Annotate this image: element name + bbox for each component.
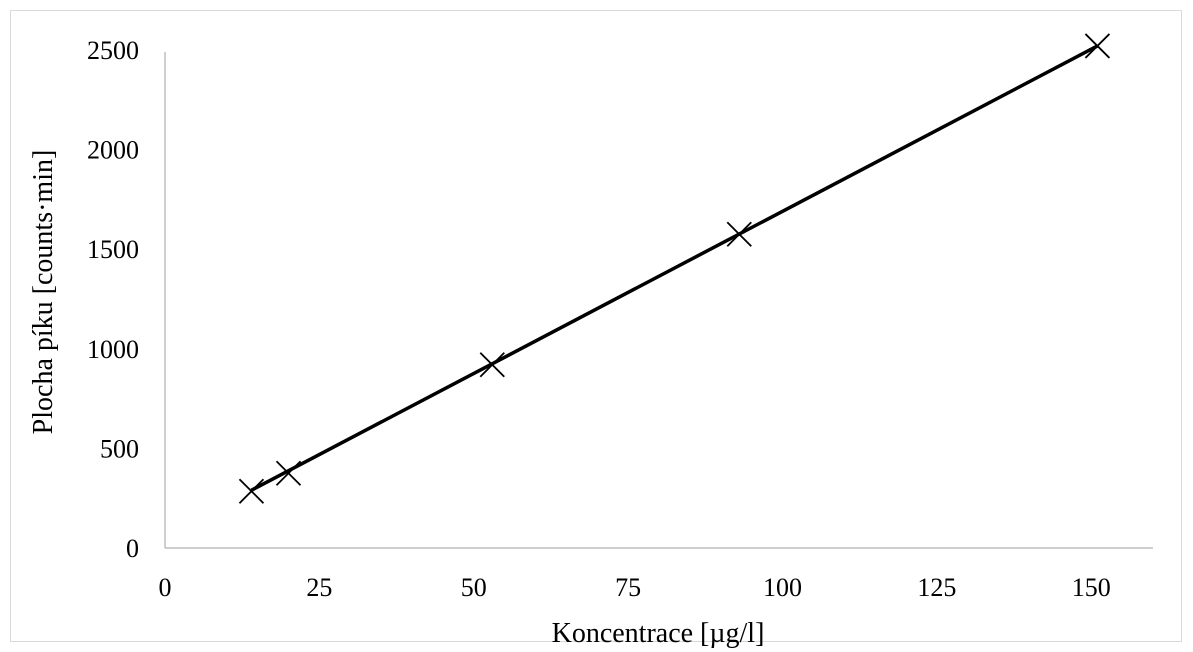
trendline-group: [250, 44, 1099, 492]
x-tick-label: 125: [917, 573, 956, 602]
marker-stroke: [238, 478, 265, 504]
data-point-x-marker: [1084, 33, 1111, 59]
y-tick-label: 2000: [87, 136, 139, 165]
marker-stroke: [479, 352, 505, 378]
data-points: [238, 33, 1111, 504]
data-point-x-marker: [275, 460, 302, 486]
data-point-x-marker: [726, 221, 752, 247]
x-tick-labels: 0 25 50 75 100 125 150: [159, 573, 1111, 602]
x-tick-label: 50: [461, 573, 487, 602]
x-tick-label: 100: [763, 573, 802, 602]
data-point-x-marker: [479, 352, 505, 378]
y-tick-label: 0: [126, 534, 139, 563]
y-tick-labels: 0 500 1000 1500 2000 2500: [87, 36, 139, 563]
y-tick-label: 1500: [87, 235, 139, 264]
x-tick-label: 150: [1072, 573, 1111, 602]
marker-stroke: [726, 221, 752, 247]
axes: [164, 52, 1153, 549]
x-tick-label: 25: [306, 573, 332, 602]
chart-area: [10, 10, 1182, 642]
x-axis-title: Koncentrace [µg/l]: [552, 618, 765, 649]
y-tick-label: 2500: [87, 36, 139, 65]
x-tick-label: 75: [615, 573, 641, 602]
x-tick-label: 0: [159, 573, 172, 602]
linear-trendline: [250, 44, 1099, 492]
y-tick-label: 500: [100, 434, 139, 463]
y-axis-title: Plocha píku [counts·min]: [28, 150, 59, 435]
marker-stroke: [1084, 33, 1111, 59]
marker-stroke: [275, 460, 302, 486]
data-point-x-marker: [238, 478, 265, 504]
y-tick-label: 1000: [87, 335, 139, 364]
